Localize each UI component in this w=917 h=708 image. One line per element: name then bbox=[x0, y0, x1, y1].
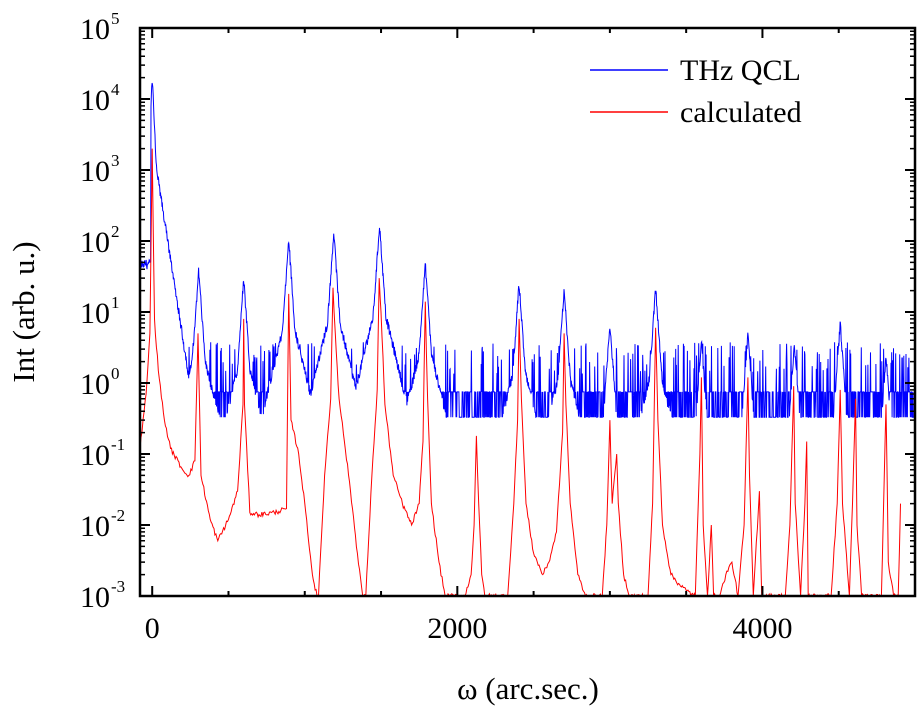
y-tick-label: 10 bbox=[80, 297, 110, 330]
x-axis-title: ω (arc.sec.) bbox=[457, 671, 599, 706]
y-tick-label-exponent: 1 bbox=[111, 293, 120, 312]
series-line-calculated bbox=[140, 148, 901, 596]
y-tick-label-exponent: 2 bbox=[111, 222, 120, 241]
y-tick-label: 10 bbox=[80, 439, 110, 472]
y-tick-label-exponent: -1 bbox=[111, 435, 125, 454]
y-tick-label: 10 bbox=[80, 155, 110, 188]
y-tick-label: 10 bbox=[80, 581, 110, 614]
y-tick-label: 10 bbox=[80, 226, 110, 259]
legend-label-thz-qcl: THz QCL bbox=[680, 54, 801, 87]
axis-ticks bbox=[140, 27, 915, 597]
legend-label-calculated: calculated bbox=[680, 96, 802, 129]
y-tick-label-exponent: 5 bbox=[111, 9, 120, 28]
x-tick-label: 4000 bbox=[732, 612, 792, 645]
x-tick-label: 2000 bbox=[427, 612, 487, 645]
y-tick-label: 10 bbox=[80, 13, 110, 46]
y-tick-label: 10 bbox=[80, 510, 110, 543]
legend: THz QCL calculated bbox=[590, 54, 802, 129]
series-line-thz-qcl bbox=[140, 82, 915, 419]
y-tick-label-exponent: 0 bbox=[111, 364, 120, 383]
y-tick-label-exponent: 3 bbox=[111, 151, 120, 170]
y-tick-label-exponent: 4 bbox=[111, 80, 120, 99]
x-tick-label: 0 bbox=[145, 612, 160, 645]
y-tick-label-exponent: -3 bbox=[111, 577, 125, 596]
y-axis-title: Int (arb. u.) bbox=[6, 241, 41, 382]
y-tick-label-exponent: -2 bbox=[111, 506, 125, 525]
y-tick-label: 10 bbox=[80, 84, 110, 117]
y-tick-label: 10 bbox=[80, 368, 110, 401]
